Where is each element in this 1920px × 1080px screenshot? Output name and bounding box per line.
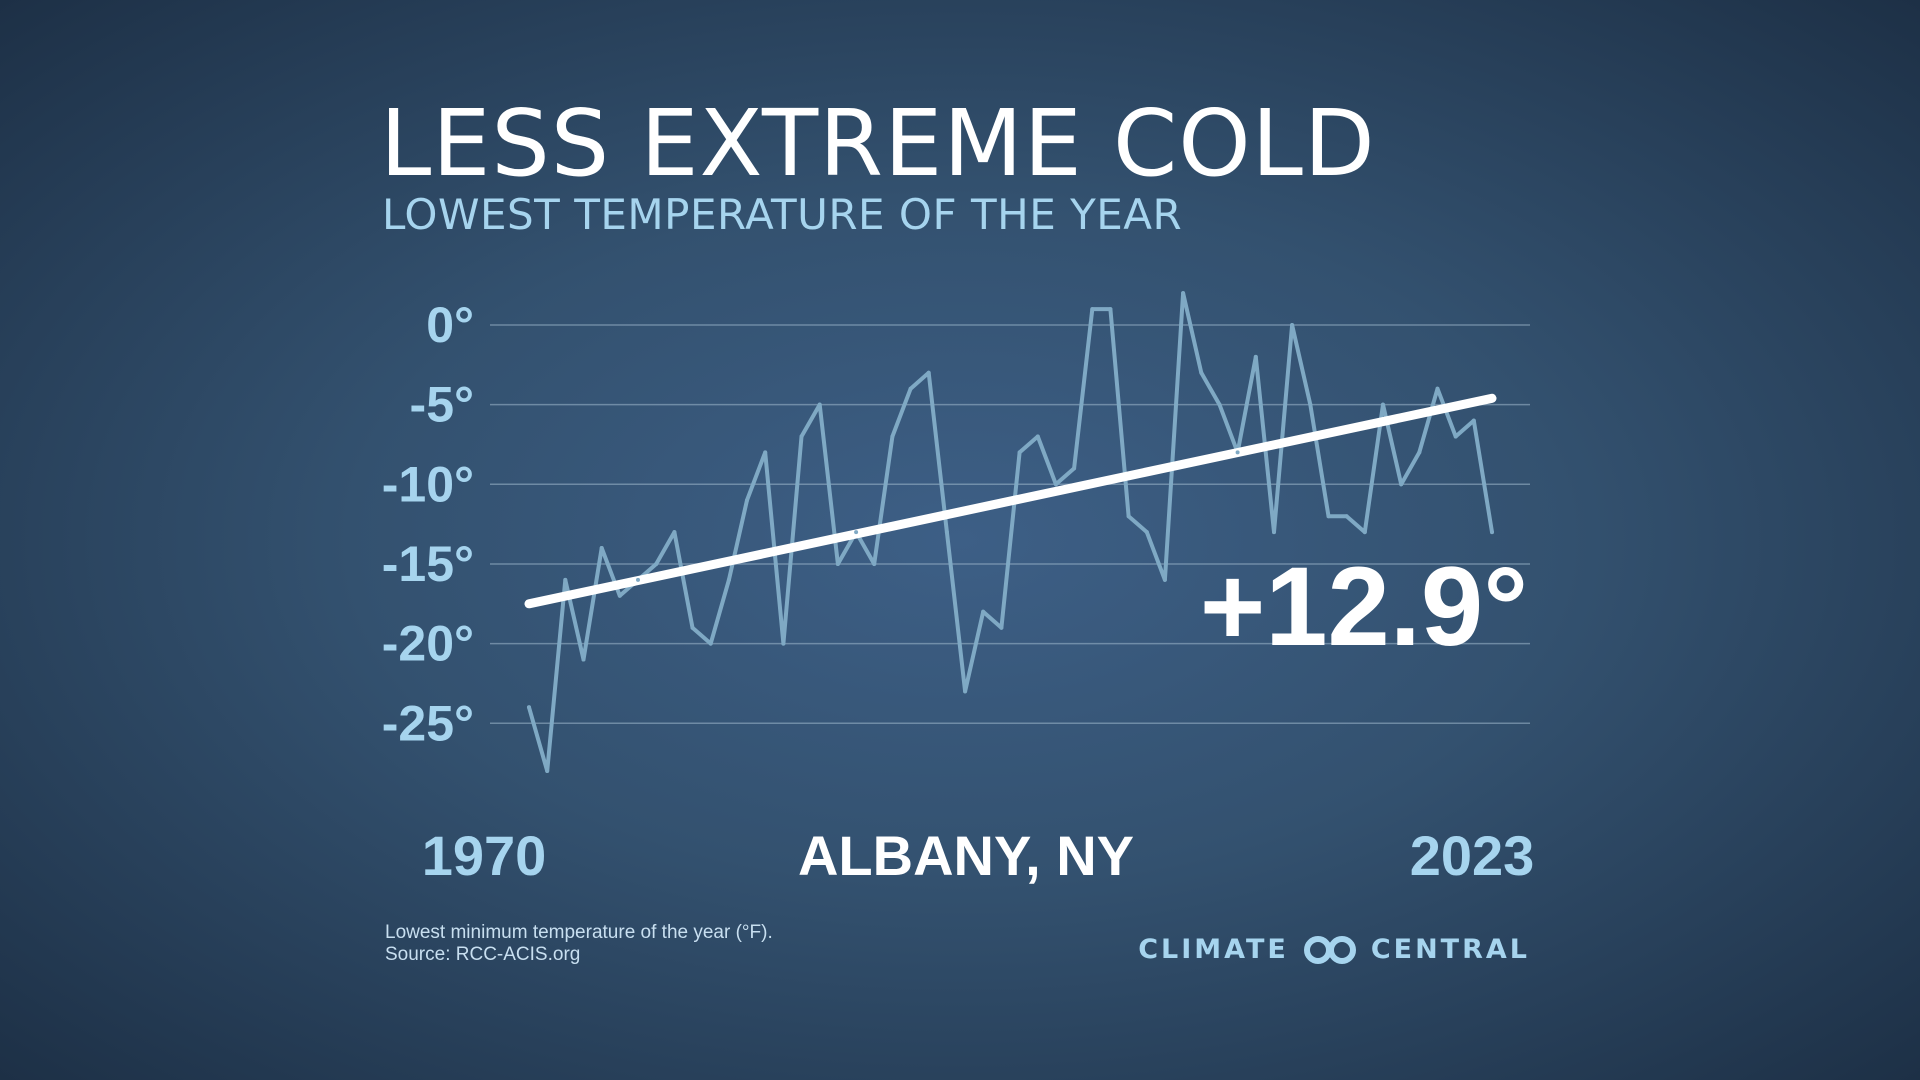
data-point — [708, 641, 713, 646]
data-point — [1362, 530, 1367, 535]
chart-title: LESS EXTREME COLD — [380, 90, 1376, 197]
data-point — [1053, 482, 1058, 487]
data-point — [1272, 530, 1276, 535]
x-start-label: 1970 — [422, 824, 547, 887]
data-point — [908, 386, 913, 391]
y-axis-ticks: 0° -5° -10° -15° -20° -25° — [382, 297, 474, 751]
data-point — [1490, 530, 1494, 535]
logo-text-central: CENTRAL — [1370, 934, 1530, 965]
y-tick-label: 0° — [426, 297, 474, 353]
footnote-source: Source: RCC-ACIS.org — [385, 944, 581, 965]
data-point — [1035, 434, 1040, 439]
data-point — [1017, 450, 1022, 455]
data-point — [1471, 418, 1476, 423]
data-point — [1417, 450, 1422, 455]
y-tick-label: -15° — [382, 536, 474, 592]
y-tick-label: -5° — [410, 377, 474, 433]
trend-line — [524, 393, 1497, 609]
data-point — [944, 530, 949, 535]
data-point — [672, 530, 677, 535]
data-point — [545, 769, 550, 773]
logo-text-climate: CLIMATE — [1138, 934, 1289, 965]
data-point — [581, 657, 586, 662]
data-point — [745, 498, 749, 503]
data-point — [1326, 514, 1331, 519]
data-point — [690, 625, 695, 630]
data-point — [1072, 466, 1077, 471]
data-point — [1381, 402, 1385, 407]
data-point — [636, 577, 640, 582]
data-point — [817, 402, 822, 407]
y-tick-label: -25° — [382, 695, 474, 751]
data-point — [654, 562, 659, 566]
data-point — [1308, 402, 1313, 407]
data-point — [1162, 577, 1167, 582]
temperature-series-line — [527, 291, 1494, 773]
data-point — [726, 577, 731, 582]
data-point — [1090, 307, 1095, 312]
data-point — [981, 609, 986, 614]
data-points — [527, 291, 1494, 773]
data-point — [835, 562, 840, 566]
data-point — [854, 530, 859, 535]
data-point — [890, 434, 895, 439]
data-point — [1126, 514, 1131, 519]
climate-central-logo: CLIMATE CENTRAL — [1138, 934, 1530, 965]
data-point — [1344, 514, 1349, 519]
data-point — [872, 562, 877, 566]
data-point — [1399, 482, 1404, 487]
location-label: ALBANY, NY — [798, 824, 1134, 887]
data-point — [799, 434, 804, 439]
logo-rings-icon — [1303, 935, 1356, 964]
gridlines — [490, 324, 1530, 724]
data-point — [1108, 307, 1113, 312]
data-point — [1235, 450, 1240, 455]
series-lines — [524, 291, 1497, 773]
data-point — [1290, 323, 1295, 327]
chart-subtitle: LOWEST TEMPERATURE OF THE YEAR — [382, 190, 1183, 239]
y-tick-label: -20° — [382, 616, 474, 672]
data-point — [1144, 530, 1149, 535]
data-point — [1199, 370, 1204, 375]
data-point — [999, 625, 1004, 630]
data-point — [527, 705, 531, 710]
data-point — [781, 641, 786, 646]
data-point — [1217, 402, 1222, 407]
data-point — [1435, 386, 1440, 391]
data-point — [763, 450, 768, 455]
data-point — [599, 546, 604, 550]
change-annotation: +12.9° — [1200, 544, 1528, 669]
data-point — [926, 370, 931, 375]
footnote-description: Lowest minimum temperature of the year (… — [385, 922, 773, 943]
data-point — [617, 593, 622, 598]
data-point — [963, 689, 968, 694]
data-point — [563, 577, 568, 582]
data-point — [1181, 291, 1186, 296]
footnote: Lowest minimum temperature of the year (… — [385, 922, 773, 966]
data-point — [1253, 354, 1258, 359]
y-tick-label: -10° — [382, 456, 474, 512]
data-point — [1453, 434, 1458, 439]
x-end-label: 2023 — [1410, 824, 1535, 887]
